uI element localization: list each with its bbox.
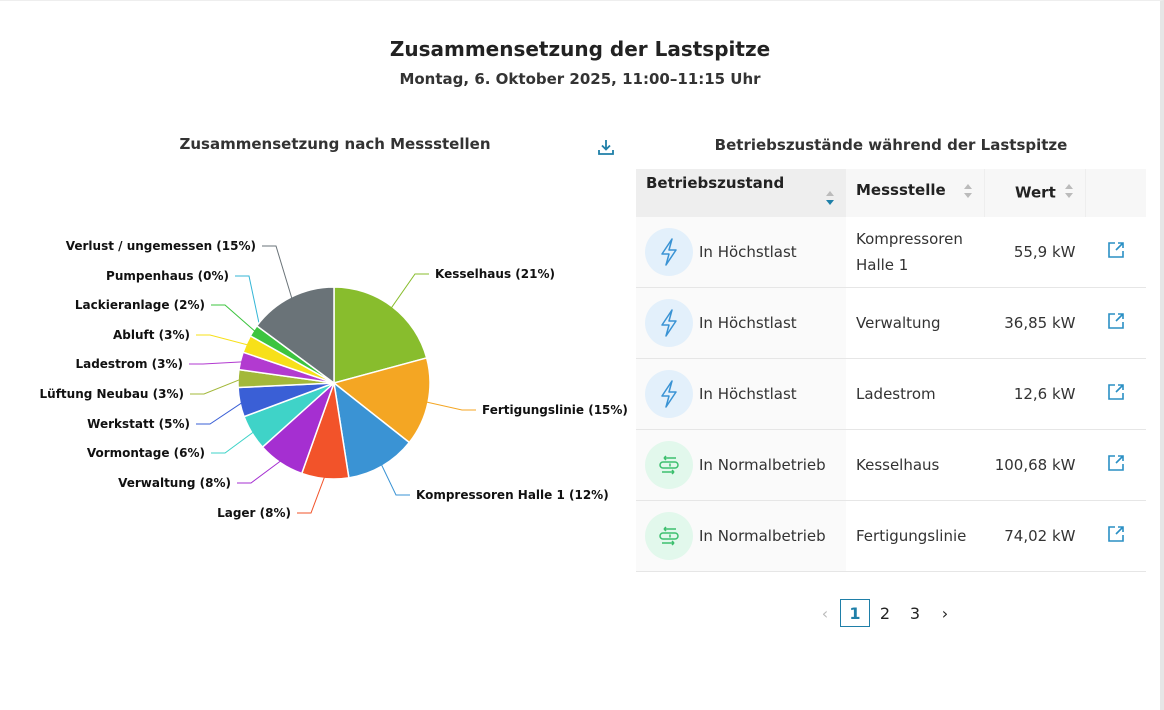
sort-icon[interactable] xyxy=(962,181,974,205)
download-icon[interactable] xyxy=(596,137,616,157)
column-label: Messstelle xyxy=(856,181,946,199)
label-connector xyxy=(235,275,261,329)
label-connector xyxy=(424,400,476,411)
state-label: In Höchstlast xyxy=(699,243,797,261)
sort-desc-icon[interactable] xyxy=(824,188,836,212)
column-label: Wert xyxy=(1015,183,1056,202)
table-row: In Normalbetrieb Fertigungslinie 74,02 k… xyxy=(636,500,1146,572)
table-row: In Normalbetrieb Kesselhaus 100,68 kW xyxy=(636,429,1146,501)
label-connector xyxy=(211,430,256,454)
table-heading: Betriebszustände während der Lastspitze xyxy=(714,136,1068,154)
column-label: Betriebszustand xyxy=(646,174,785,192)
pie-chart: Kesselhaus (21%) Fertigungslinie (15%) Kom… xyxy=(40,239,628,520)
pie-slice[interactable] xyxy=(255,286,335,385)
label-connector xyxy=(196,401,245,425)
state-cell: In Höchstlast xyxy=(636,358,846,430)
label-connector xyxy=(389,273,429,311)
value-cell: 36,85 kW xyxy=(984,287,1086,359)
value-cell: 55,9 kW xyxy=(984,217,1086,288)
page-button-1[interactable]: 1 xyxy=(840,599,870,627)
open-external-icon[interactable] xyxy=(1085,429,1146,501)
next-page-button[interactable]: › xyxy=(941,603,949,623)
page-button-2[interactable]: 2 xyxy=(879,603,891,623)
lightning-icon xyxy=(645,370,693,418)
open-external-icon[interactable] xyxy=(1085,500,1146,572)
slice-label: Ladestrom (3%) xyxy=(75,357,183,371)
value-cell: 12,6 kW xyxy=(984,358,1086,430)
state-cell: In Höchstlast xyxy=(636,217,846,288)
slice-label: Pumpenhaus (0%) xyxy=(106,269,229,283)
slice-label: Verlust / ungemessen (15%) xyxy=(66,239,256,253)
station-cell: Fertigungslinie xyxy=(846,500,985,572)
label-connector xyxy=(379,462,410,496)
table-row: In Höchstlast Ladestrom 12,6 kW xyxy=(636,358,1146,430)
page-subtitle: Montag, 6. Oktober 2025, 11:00–11:15 Uhr xyxy=(399,70,761,88)
state-cell: In Normalbetrieb xyxy=(636,500,846,572)
slice-label: Lackieranlage (2%) xyxy=(75,298,205,312)
open-external-icon[interactable] xyxy=(1085,358,1146,430)
state-cell: In Normalbetrieb xyxy=(636,429,846,501)
state-cell: In Höchstlast xyxy=(636,287,846,359)
page-button-3[interactable]: 3 xyxy=(909,603,921,623)
slice-label: Fertigungslinie (15%) xyxy=(482,403,628,417)
label-connector xyxy=(211,304,258,334)
label-connector xyxy=(196,334,251,346)
states-table: Betriebszustand Messstelle Wert In Höchs… xyxy=(636,169,1146,572)
lightning-icon xyxy=(645,299,693,347)
state-label: In Normalbetrieb xyxy=(699,527,826,545)
column-header-station[interactable]: Messstelle xyxy=(846,169,985,217)
open-external-icon[interactable] xyxy=(1085,217,1146,288)
station-cell: Kesselhaus xyxy=(846,429,985,501)
slice-label: Kesselhaus (21%) xyxy=(435,267,555,281)
label-connector xyxy=(189,361,245,365)
slice-label: Lager (8%) xyxy=(217,506,291,520)
value-cell: 74,02 kW xyxy=(984,500,1086,572)
state-label: In Höchstlast xyxy=(699,385,797,403)
state-label: In Normalbetrieb xyxy=(699,456,826,474)
sort-icon[interactable] xyxy=(1063,181,1075,205)
prev-page-button[interactable]: ‹ xyxy=(821,603,829,623)
column-header-state[interactable]: Betriebszustand xyxy=(636,169,846,217)
slice-label: Lüftung Neubau (3%) xyxy=(40,387,184,401)
column-header-actions xyxy=(1085,169,1146,217)
slice-label: Verwaltung (8%) xyxy=(118,476,231,490)
table-row: In Höchstlast Verwaltung 36,85 kW xyxy=(636,287,1146,359)
open-external-icon[interactable] xyxy=(1085,287,1146,359)
column-header-value[interactable]: Wert xyxy=(984,169,1086,217)
slice-label: Vormontage (6%) xyxy=(87,446,205,460)
label-connector xyxy=(297,474,326,514)
lightning-icon xyxy=(645,228,693,276)
station-cell: Kompressoren Halle 1 xyxy=(846,217,985,288)
chart-heading: Zusammensetzung nach Messstellen xyxy=(179,135,491,153)
station-cell: Verwaltung xyxy=(846,287,985,359)
slice-label: Werkstatt (5%) xyxy=(87,417,190,431)
station-cell: Ladestrom xyxy=(846,358,985,430)
label-connector xyxy=(237,458,284,484)
label-connector xyxy=(262,245,294,301)
slice-label: Abluft (3%) xyxy=(113,328,190,342)
label-connector xyxy=(190,378,243,395)
table-row: In Höchstlast Kompressoren Halle 1 55,9 … xyxy=(636,217,1146,288)
slice-label: Kompressoren Halle 1 (12%) xyxy=(416,488,609,502)
value-cell: 100,68 kW xyxy=(984,429,1086,501)
page-title: Zusammensetzung der Lastspitze xyxy=(389,37,771,61)
pagination: ‹ 1 2 3 › xyxy=(810,599,960,627)
toggle-arrows-icon xyxy=(645,512,693,560)
toggle-arrows-icon xyxy=(645,441,693,489)
state-label: In Höchstlast xyxy=(699,314,797,332)
